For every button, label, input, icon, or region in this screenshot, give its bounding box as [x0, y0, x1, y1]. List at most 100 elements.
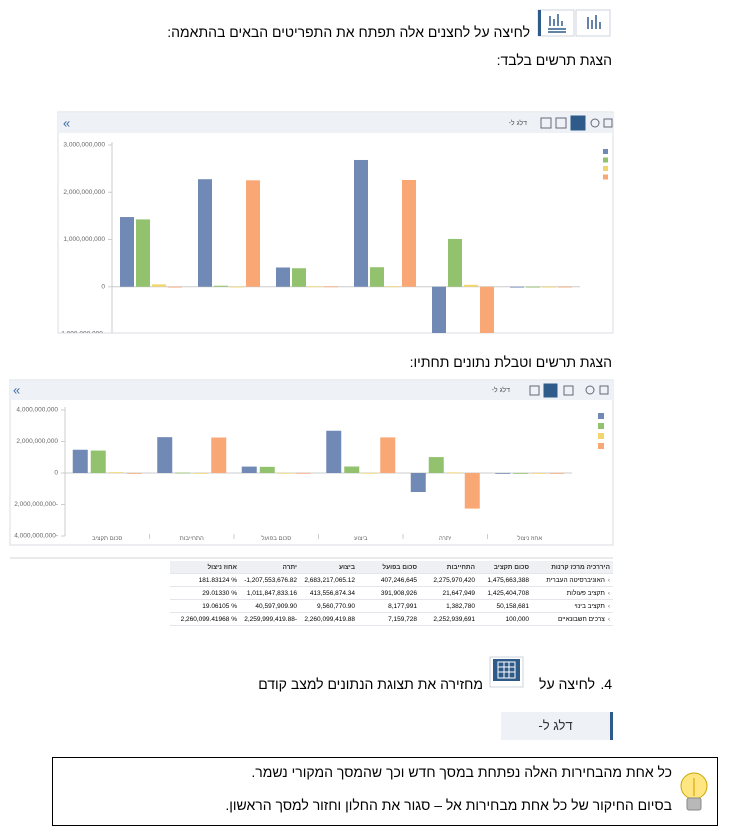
bar — [198, 179, 212, 287]
skip-button[interactable] — [501, 712, 613, 740]
bar — [230, 286, 244, 288]
table-cell: 50,158,681 — [478, 599, 532, 613]
collapse-icon[interactable]: « — [13, 382, 20, 397]
view-buttons[interactable] — [537, 9, 611, 37]
x-tick-label: התחייבות — [179, 536, 204, 542]
table-cell: האוניברסיטה העברית — [532, 573, 613, 587]
button-label[interactable]: דלג ל- — [538, 718, 573, 733]
bar — [380, 437, 396, 473]
bar — [495, 473, 511, 474]
table-cell: 1,475,663,388 — [478, 573, 532, 587]
y-tick-label: 0 — [101, 283, 105, 290]
bar — [277, 472, 293, 474]
bar — [513, 473, 529, 474]
skip-label[interactable]: דלג ל- — [508, 120, 527, 127]
table-cell: 1,425,404,708 — [478, 586, 532, 600]
bar — [308, 286, 322, 288]
table-cell: 7,159,728 — [358, 612, 420, 626]
bar — [214, 285, 228, 287]
legend-swatch — [603, 149, 608, 154]
table-cell: 391,908,926 — [358, 586, 420, 600]
table-cell: 413,556,874.34 — [300, 586, 358, 600]
bar — [120, 217, 134, 287]
table-row: תקציב בינוי50,158,6811,382,7808,177,9919… — [170, 599, 613, 613]
collapse-icon[interactable]: « — [63, 115, 70, 130]
bar — [324, 286, 338, 288]
y-tick-label: 2,000,000,000 — [16, 438, 58, 445]
screen-frame — [9, 379, 614, 546]
bar — [326, 430, 342, 473]
table-cell: 407,246,645 — [358, 573, 420, 587]
bar — [157, 437, 173, 473]
table-cell: % 19.06105 — [170, 599, 240, 613]
table-cell: % 2,260,099.41968 — [170, 612, 240, 626]
intro-text: לחיצה על לחצנים אלה תפתח את התפריטים הבא… — [167, 24, 530, 40]
header-cell: היררכיה מרכז קרנות — [532, 561, 613, 574]
bar — [370, 267, 384, 287]
note-line: כל אחת מהבחירות האלה נפתחת במסך חדש וכך … — [251, 764, 672, 780]
table-cell: צרכים חשבונאיים — [532, 612, 613, 626]
step-number: 4. — [600, 676, 612, 692]
bar — [295, 472, 311, 474]
table-cell: 9,560,770.90 — [300, 599, 358, 613]
skip-label[interactable]: דלג ל- — [491, 387, 510, 394]
bar — [410, 473, 426, 493]
bar — [241, 466, 257, 473]
chart: 1,000,000,000- 0 1,000,000,000 2,000,000,00… — [61, 142, 580, 338]
bar — [108, 472, 124, 474]
table-cell: % 29.01330 — [170, 586, 240, 600]
header-cell: ביצוע — [300, 561, 358, 574]
button-accent — [610, 712, 613, 740]
legend-swatch — [598, 423, 604, 429]
x-tick-label: אחוז ניצול — [517, 536, 543, 542]
table-icon[interactable] — [489, 656, 524, 688]
table-cell: 40,597,909.90 — [240, 599, 300, 613]
toolbar-icons[interactable] — [529, 383, 609, 398]
bar — [446, 472, 462, 474]
bar — [354, 159, 368, 287]
table-cell: 1,011,847,833.16 — [240, 586, 300, 600]
table-cell: 8,177,991 — [358, 599, 420, 613]
toolbar-icons[interactable] — [540, 115, 613, 131]
y-tick-label: 0 — [54, 470, 58, 477]
y-tick-label: 1,000,000,000 — [63, 236, 105, 243]
table-row: תקציב פעולות1,425,404,70821,647,949391,9… — [170, 586, 613, 600]
bar — [558, 286, 572, 288]
legend-swatch — [598, 433, 604, 439]
legend-swatch — [598, 413, 604, 419]
toolbar — [58, 113, 613, 133]
bar — [432, 286, 446, 333]
bar — [136, 219, 150, 287]
header-cell: אחוז ניצול — [170, 561, 240, 574]
header-cell: יתרה — [240, 561, 300, 574]
bar — [448, 238, 462, 287]
bar — [549, 472, 565, 474]
table-header: היררכיה מרכז קרנות סכום תקציב התחייבות סכום… — [170, 561, 613, 574]
legend-swatch — [598, 443, 604, 449]
x-tick-label: סכום בפועל — [261, 536, 292, 542]
header-cell: סכום בפועל — [358, 561, 420, 574]
y-tick-label: 1,000,000,000- — [61, 331, 105, 338]
lightbulb-icon — [680, 772, 708, 811]
note-box — [52, 757, 718, 826]
section-heading: הצגת תרשים וטבלת נתונים תחתיו: — [409, 354, 612, 370]
table-cell: תקציב פעולות — [532, 586, 613, 600]
table-cell: 21,647,949 — [420, 586, 478, 600]
bar — [175, 472, 191, 474]
y-tick-label: 4,000,000,000- — [14, 533, 58, 540]
step-text: מחזירה את תצוגת הנתונים למצב קודם — [258, 676, 483, 692]
table-cell: תקציב בינוי — [532, 599, 613, 613]
x-tick-label: סכום תקציב — [92, 536, 123, 542]
screen-frame — [57, 111, 614, 334]
table-cell: 100,000 — [478, 612, 532, 626]
table-cell: -2,259,999,419.88 — [240, 612, 300, 626]
bar — [90, 450, 106, 473]
legend-swatch — [603, 174, 608, 180]
bar — [386, 286, 400, 288]
table-cell: 1,207,553,676.82- — [240, 573, 300, 587]
table-cell: 2,683,217,065.12 — [300, 573, 358, 587]
bar — [510, 286, 524, 288]
bar — [168, 286, 182, 288]
chart: 4,000,000,000- 2,000,000,000- 0 2,000,000,0… — [14, 407, 572, 540]
